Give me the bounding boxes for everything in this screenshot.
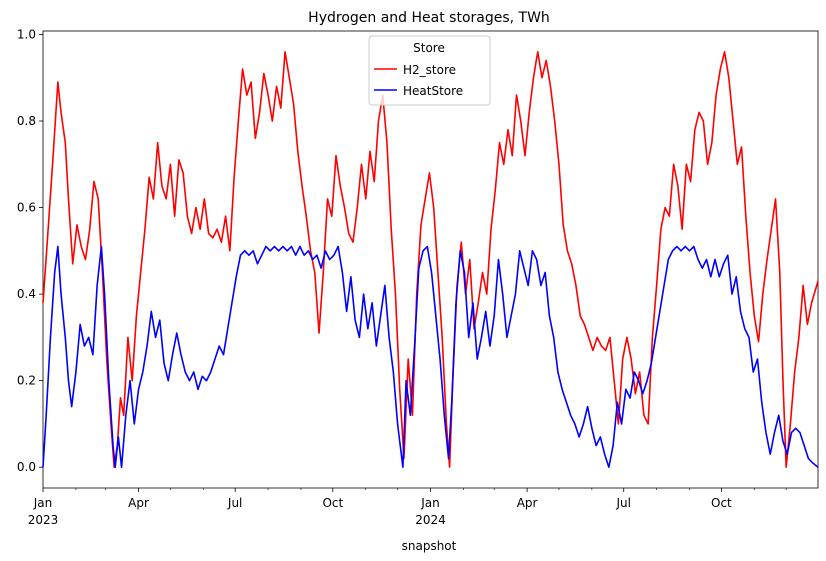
legend-title: Store (413, 41, 445, 55)
x-tick-sublabel: 2023 (28, 513, 59, 527)
legend-box (368, 35, 491, 106)
y-axis: 0.0 0.2 0.4 0.6 0.8 1.0 (17, 27, 43, 474)
series-layer (42, 50, 819, 469)
y-tick-label: 0.6 (17, 201, 36, 215)
y-tick-label: 0.2 (17, 374, 36, 388)
y-tick-label: 0.0 (17, 460, 36, 474)
x-tick-label: Apr (128, 496, 149, 510)
x-tick-label: Apr (517, 496, 538, 510)
y-tick-label: 1.0 (17, 27, 36, 41)
series-line-h2-store (42, 50, 819, 469)
x-tick-label: Jan (33, 496, 53, 510)
x-tick-label: Oct (711, 496, 732, 510)
legend-label-heatstore: HeatStore (403, 84, 463, 98)
x-tick-label: Jan (420, 496, 440, 510)
chart-title: Hydrogen and Heat storages, TWh (308, 10, 550, 26)
x-tick-label: Oct (322, 496, 343, 510)
x-tick-sublabel: 2024 (415, 513, 446, 527)
y-tick-label: 0.4 (17, 287, 36, 301)
series-line-heatstore (42, 245, 819, 469)
x-axis-label: snapshot (402, 539, 457, 553)
x-axis: Jan 2023 Apr Jul Oct Jan 2024 Apr Jul Oct (28, 488, 787, 527)
legend: Store H2_store HeatStore (368, 35, 491, 106)
legend-label-h2-store: H2_store (403, 63, 456, 77)
y-tick-label: 0.8 (17, 114, 36, 128)
x-tick-label: Jul (227, 496, 242, 510)
x-tick-label: Jul (615, 496, 630, 510)
